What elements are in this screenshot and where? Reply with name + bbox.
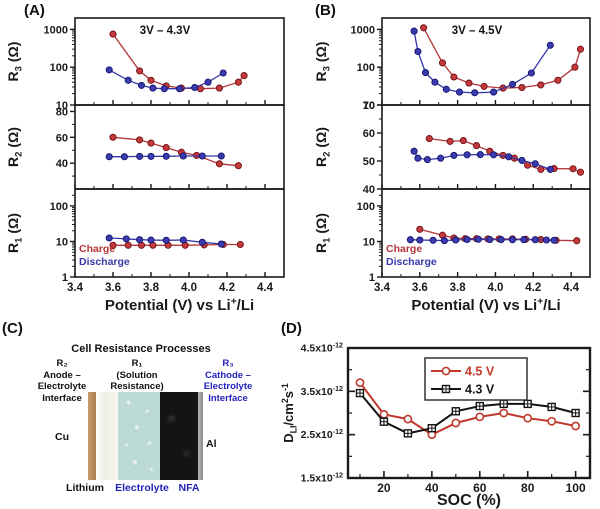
svg-text:3.8: 3.8 [450, 282, 467, 294]
svg-text:70: 70 [363, 100, 375, 112]
svg-text:Potential (V) vs Li+/Li: Potential (V) vs Li+/Li [105, 296, 254, 314]
svg-text:1.5x10-12: 1.5x10-12 [301, 472, 343, 485]
svg-text:4.0: 4.0 [487, 282, 503, 294]
svg-text:R3 (Ω): R3 (Ω) [5, 42, 25, 82]
panel-c-label: (C) [2, 320, 23, 337]
svg-text:4.5 V: 4.5 V [465, 365, 495, 379]
nfa-cathode-layer [160, 392, 198, 480]
subplot-0: 10 100 1000 [44, 17, 285, 112]
svg-text:40: 40 [425, 481, 439, 495]
diffusion-coefficient-chart: 1.5x10-12 2.5x10-12 3.5x10-12 4.5x10-12 20 40… [280, 342, 592, 509]
svg-text:R1 (Ω): R1 (Ω) [313, 213, 333, 253]
svg-text:1: 1 [62, 272, 68, 284]
svg-text:R1 (Ω): R1 (Ω) [5, 213, 25, 253]
svg-text:1: 1 [369, 272, 375, 284]
svg-text:10: 10 [363, 100, 375, 112]
anode-interface-label: R₂ Anode – Electrolyte Interface [37, 358, 87, 404]
svg-text:100: 100 [50, 62, 68, 74]
svg-text:4.5x10-12: 4.5x10-12 [301, 342, 343, 355]
svg-text:Discharge: Discharge [79, 256, 130, 268]
subplot-1: 40 60 80 [56, 104, 285, 190]
svg-text:100: 100 [50, 201, 68, 213]
svg-text:4.4: 4.4 [257, 282, 274, 294]
cathode-interface-label: R₃ Cathode – Electrolyte Interface [203, 358, 253, 404]
series-discharge [410, 27, 554, 97]
lithium-label: Lithium [66, 482, 104, 494]
svg-text:3.8: 3.8 [143, 282, 160, 294]
svg-text:60: 60 [363, 128, 375, 140]
svg-text:3.6: 3.6 [105, 282, 121, 294]
svg-text:4.2: 4.2 [219, 282, 235, 294]
svg-text:60: 60 [56, 132, 68, 144]
svg-text:3.4: 3.4 [374, 282, 391, 294]
svg-text:100: 100 [357, 201, 375, 213]
series-discharge [105, 234, 225, 248]
resistance-chart-3v-4.3v: 10 100 1000 R3 (Ω) 40 60 80 R2 (Ω) 1 10 100 ChargeD… [5, 17, 285, 314]
svg-text:40: 40 [363, 184, 375, 196]
svg-text:4.3 V: 4.3 V [465, 383, 495, 397]
series-discharge [410, 147, 554, 173]
svg-text:4.2: 4.2 [525, 282, 541, 294]
diagram-title: Cell Resistance Processes [71, 343, 211, 355]
svg-text:40: 40 [56, 158, 68, 170]
svg-text:80: 80 [521, 481, 535, 495]
svg-text:3V – 4.3V: 3V – 4.3V [140, 25, 191, 37]
svg-text:50: 50 [363, 156, 375, 168]
svg-text:80: 80 [56, 106, 68, 118]
svg-text:Charge: Charge [79, 243, 115, 255]
svg-text:R2 (Ω): R2 (Ω) [5, 127, 25, 167]
svg-text:1000: 1000 [351, 24, 375, 36]
electrolyte-label: Electrolyte [115, 482, 169, 494]
svg-text:R2 (Ω): R2 (Ω) [313, 127, 333, 167]
series-4.3-v [355, 388, 580, 438]
lithium-layer [96, 392, 118, 480]
al-current-collector-layer [198, 392, 203, 480]
subplot-0: 10 100 1000 [351, 17, 591, 112]
svg-text:10: 10 [363, 236, 375, 248]
svg-text:3V – 4.5V: 3V – 4.5V [452, 25, 503, 37]
al-label: Al [206, 438, 217, 450]
svg-text:SOC (%): SOC (%) [437, 492, 501, 509]
panel-d-label: (D) [281, 320, 302, 337]
cu-label: Cu [55, 431, 69, 443]
cell-stack [88, 392, 203, 480]
svg-text:Discharge: Discharge [386, 256, 437, 268]
svg-text:10: 10 [56, 100, 68, 112]
svg-text:4.4: 4.4 [563, 282, 580, 294]
series-charge [425, 135, 585, 176]
resistance-chart-3v-4.5v: 10 100 1000 R3 (Ω) 40 50 60 70 R2 (Ω) 1 10 100 Charg… [313, 17, 591, 314]
svg-text:10: 10 [56, 236, 68, 248]
legend: 4.5 V 4.3 V [424, 357, 528, 401]
solution-resistance-label: R₁ (Solution Resistance) [110, 358, 164, 393]
cu-current-collector-layer [88, 392, 96, 480]
svg-text:3.5x10-12: 3.5x10-12 [301, 385, 343, 398]
svg-text:100: 100 [566, 481, 586, 495]
panel-a-label: (A) [24, 2, 45, 19]
svg-text:2.5x10-12: 2.5x10-12 [301, 428, 343, 441]
svg-text:3.4: 3.4 [67, 282, 84, 294]
nfa-label: NFA [178, 482, 200, 494]
series-discharge [105, 152, 225, 161]
svg-text:100: 100 [357, 62, 375, 74]
subplot-1: 40 50 60 70 [363, 100, 591, 196]
series-4.5-v [355, 378, 581, 440]
series-discharge [105, 66, 227, 93]
cell-resistance-diagram: Cell Resistance Processes R₂ Anode – Ele… [0, 318, 280, 509]
svg-text:Potential (V) vs Li+/Li: Potential (V) vs Li+/Li [411, 296, 560, 314]
svg-text:4.0: 4.0 [181, 282, 197, 294]
svg-text:60: 60 [473, 481, 487, 495]
svg-text:3.6: 3.6 [412, 282, 428, 294]
series-charge [109, 133, 242, 170]
svg-text:DLI/cm2s-1: DLI/cm2s-1 [280, 383, 298, 443]
electrolyte-layer [118, 392, 160, 480]
svg-text:Charge: Charge [386, 243, 422, 255]
svg-text:1000: 1000 [44, 24, 68, 36]
panel-b-label: (B) [315, 2, 336, 19]
svg-text:R3 (Ω): R3 (Ω) [313, 42, 333, 82]
svg-text:20: 20 [377, 481, 391, 495]
series-discharge [406, 235, 558, 245]
